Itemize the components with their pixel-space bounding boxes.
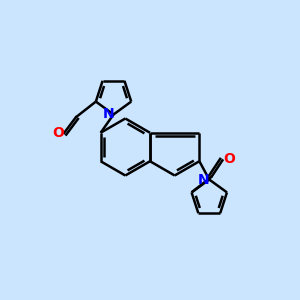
- Text: O: O: [223, 152, 235, 166]
- Text: O: O: [52, 126, 64, 140]
- Text: N: N: [198, 172, 210, 187]
- Text: N: N: [102, 107, 114, 122]
